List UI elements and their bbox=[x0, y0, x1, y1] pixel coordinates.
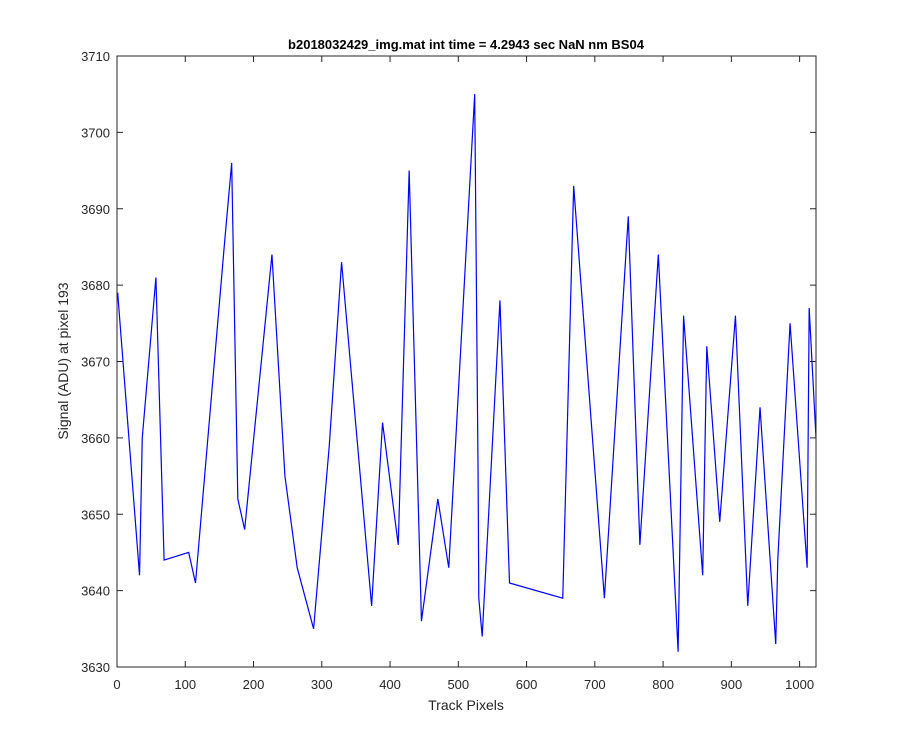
y-tick-label: 3680 bbox=[81, 278, 110, 293]
x-tick-label: 100 bbox=[174, 677, 196, 692]
y-tick-label: 3690 bbox=[81, 202, 110, 217]
y-tick-label: 3660 bbox=[81, 431, 110, 446]
signal-series-line bbox=[117, 94, 816, 652]
x-tick-label: 600 bbox=[516, 677, 538, 692]
x-tick-label: 800 bbox=[652, 677, 674, 692]
chart-title: b2018032429_img.mat int time = 4.2943 se… bbox=[288, 37, 645, 52]
y-tick-label: 3670 bbox=[81, 355, 110, 370]
x-tick-label: 900 bbox=[721, 677, 743, 692]
y-tick-label: 3640 bbox=[81, 584, 110, 599]
x-axis-label: Track Pixels bbox=[428, 697, 504, 713]
x-tick-label: 200 bbox=[243, 677, 265, 692]
y-tick-label: 3650 bbox=[81, 507, 110, 522]
y-tick-label: 3700 bbox=[81, 125, 110, 140]
x-tick-label: 0 bbox=[113, 677, 120, 692]
y-axis-label: Signal (ADU) at pixel 193 bbox=[55, 282, 71, 439]
plot-area bbox=[117, 56, 816, 667]
y-tick-label: 3630 bbox=[81, 660, 110, 675]
x-tick-label: 1000 bbox=[785, 677, 814, 692]
x-tick-label: 400 bbox=[379, 677, 401, 692]
x-axis: 0 100 200 300 400 500 600 700 800 900 1000 bbox=[113, 56, 814, 692]
x-tick-label: 700 bbox=[584, 677, 606, 692]
y-axis: 3630 3640 3650 3660 3670 3680 3690 3700 3710 bbox=[81, 49, 816, 675]
x-tick-label: 300 bbox=[311, 677, 333, 692]
y-tick-label: 3710 bbox=[81, 49, 110, 64]
x-tick-label: 500 bbox=[447, 677, 469, 692]
